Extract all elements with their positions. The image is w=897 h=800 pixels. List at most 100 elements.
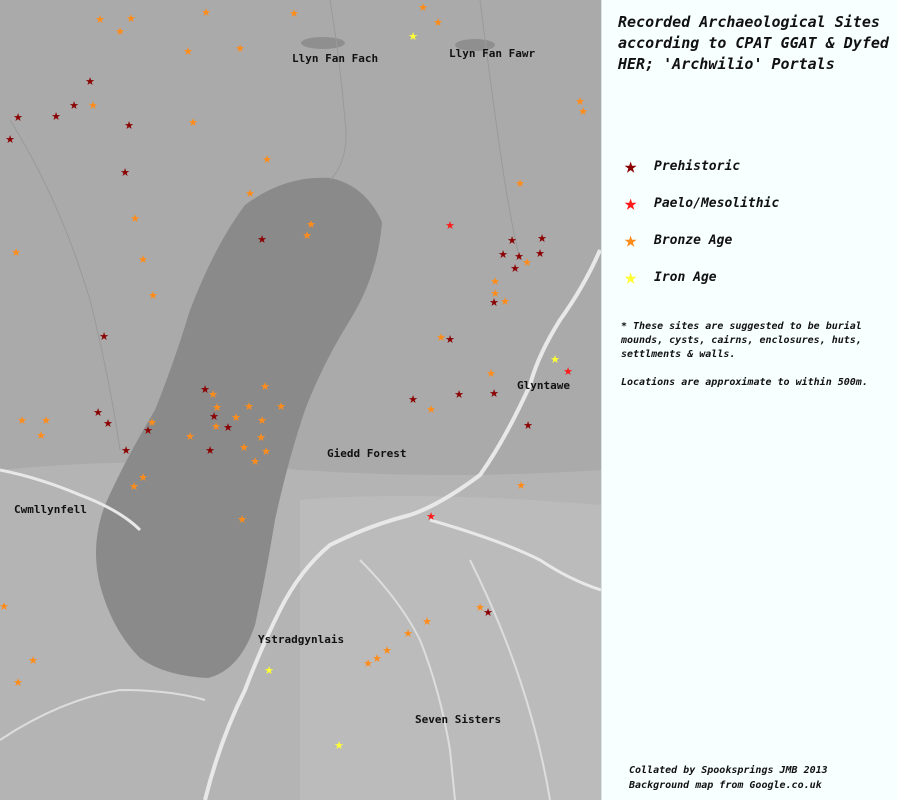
bronze-age-site-marker: ★ xyxy=(486,367,496,380)
bronze-age-site-marker: ★ xyxy=(245,187,255,200)
bronze-age-site-marker: ★ xyxy=(372,652,382,665)
bronze-age-site-marker: ★ xyxy=(36,429,46,442)
bronze-age-site-marker: ★ xyxy=(212,401,222,414)
bronze-age-site-marker: ★ xyxy=(433,16,443,29)
prehistoric-site-marker: ★ xyxy=(51,110,61,123)
bronze-age-site-marker: ★ xyxy=(138,471,148,484)
place-label-ystradgynlais: Ystradgynlais xyxy=(258,633,345,646)
bronze-age-site-marker: ★ xyxy=(302,229,312,242)
legend-note: * These sites are suggested to be burial… xyxy=(621,321,862,360)
bronze-age-site-marker: ★ xyxy=(250,455,260,468)
map-background xyxy=(0,0,601,800)
bronze-age-site-marker: ★ xyxy=(95,13,105,26)
bronze-age-site-marker: ★ xyxy=(41,414,51,427)
prehistoric-site-marker: ★ xyxy=(498,248,508,261)
prehistoric-site-marker: ★ xyxy=(535,247,545,260)
prehistoric-site-marker: ★ xyxy=(85,75,95,88)
bronze-age-site-marker: ★ xyxy=(235,42,245,55)
bronze-age-site-marker: ★ xyxy=(578,105,588,118)
bronze-age-site-marker: ★ xyxy=(17,414,27,427)
bronze-age-site-marker: ★ xyxy=(148,289,158,302)
prehistoric-site-marker: ★ xyxy=(103,417,113,430)
legend-item-label: Paelo/Mesolithic xyxy=(654,196,780,211)
bronze-age-site-marker: ★ xyxy=(129,480,139,493)
bronze-age-site-marker: ★ xyxy=(257,414,267,427)
bronze-age-site-marker: ★ xyxy=(201,6,211,19)
bronze-age-site-marker: ★ xyxy=(115,25,125,38)
bronze-age-site-marker: ★ xyxy=(261,445,271,458)
bronze-age-site-marker: ★ xyxy=(188,116,198,129)
legend-item-prehistoric: ★ Prehistoric xyxy=(624,148,779,185)
legend-item-iron-age: ★ Iron Age xyxy=(624,259,779,296)
bronze-age-site-marker: ★ xyxy=(130,212,140,225)
iron-age-site-marker: ★ xyxy=(408,30,418,43)
prehistoric-site-marker: ★ xyxy=(69,99,79,112)
prehistoric-site-marker: ★ xyxy=(121,444,131,457)
bronze-age-site-marker: ★ xyxy=(306,218,316,231)
bronze-age-site-marker: ★ xyxy=(185,430,195,443)
bronze-age-site-marker: ★ xyxy=(126,12,136,25)
paleo-site-marker: ★ xyxy=(563,365,573,378)
bronze-age-site-marker: ★ xyxy=(475,601,485,614)
legend-item-bronze-age: ★ Bronze Age xyxy=(624,222,779,259)
bronze-age-site-marker: ★ xyxy=(231,411,241,424)
bronze-age-site-marker: ★ xyxy=(256,431,266,444)
bronze-age-site-marker: ★ xyxy=(575,95,585,108)
place-label-cwmllynfell: Cwmllynfell xyxy=(14,503,87,516)
prehistoric-site-marker: ★ xyxy=(93,406,103,419)
bronze-age-site-marker: ★ xyxy=(490,287,500,300)
legend-item-label: Bronze Age xyxy=(654,233,733,248)
prehistoric-site-marker: ★ xyxy=(507,234,517,247)
bronze-age-site-marker: ★ xyxy=(239,441,249,454)
bronze-age-site-marker: ★ xyxy=(208,388,218,401)
place-label-glyntawe: Glyntawe xyxy=(517,379,570,392)
prehistoric-site-marker: ★ xyxy=(537,232,547,245)
prehistoric-site-marker: ★ xyxy=(514,250,524,263)
bronze-age-site-marker: ★ xyxy=(522,256,532,269)
bronze-age-site-marker: ★ xyxy=(211,420,221,433)
bronze-age-site-marker: ★ xyxy=(418,1,428,14)
bronze-age-site-marker: ★ xyxy=(500,295,510,308)
bronze-age-site-marker: ★ xyxy=(436,331,446,344)
lake-llyn-fan-fach xyxy=(301,37,345,49)
bronze-age-site-marker: ★ xyxy=(363,657,373,670)
bronze-age-site-marker: ★ xyxy=(289,7,299,20)
bronze-age-site-marker: ★ xyxy=(426,403,436,416)
bronze-age-site-marker: ★ xyxy=(237,513,247,526)
iron-age-site-marker: ★ xyxy=(264,664,274,677)
prehistoric-site-marker: ★ xyxy=(445,333,455,346)
star-icon: ★ xyxy=(624,228,638,253)
prehistoric-site-marker: ★ xyxy=(523,419,533,432)
legend-accuracy-note: Locations are approximate to within 500m… xyxy=(621,377,868,388)
prehistoric-site-marker: ★ xyxy=(5,133,15,146)
bronze-age-site-marker: ★ xyxy=(422,615,432,628)
place-label-giedd-forest: Giedd Forest xyxy=(327,447,407,460)
credit-line-source: Background map from Google.co.uk xyxy=(629,780,822,791)
bronze-age-site-marker: ★ xyxy=(11,246,21,259)
bronze-age-site-marker: ★ xyxy=(88,99,98,112)
prehistoric-site-marker: ★ xyxy=(489,387,499,400)
iron-age-site-marker: ★ xyxy=(550,353,560,366)
credit-line-author: Collated by Spooksprings JMB 2013 xyxy=(629,765,828,776)
prehistoric-site-marker: ★ xyxy=(223,421,233,434)
prehistoric-site-marker: ★ xyxy=(454,388,464,401)
prehistoric-site-marker: ★ xyxy=(200,383,210,396)
legend-item-label: Iron Age xyxy=(654,270,717,285)
upland-area xyxy=(96,177,382,678)
place-label-llyn-fan-fawr: Llyn Fan Fawr xyxy=(449,47,536,60)
bronze-age-site-marker: ★ xyxy=(516,479,526,492)
map-area[interactable]: Llyn Fan Fach Llyn Fan Fawr Giedd Forest… xyxy=(0,0,601,800)
legend-panel: Recorded Archaeological Sites according … xyxy=(601,0,897,800)
bronze-age-site-marker: ★ xyxy=(13,676,23,689)
prehistoric-site-marker: ★ xyxy=(257,233,267,246)
bronze-age-site-marker: ★ xyxy=(260,380,270,393)
prehistoric-site-marker: ★ xyxy=(13,111,23,124)
bronze-age-site-marker: ★ xyxy=(403,627,413,640)
paleo-site-marker: ★ xyxy=(445,219,455,232)
prehistoric-site-marker: ★ xyxy=(489,296,499,309)
bronze-age-site-marker: ★ xyxy=(138,253,148,266)
legend-title: Recorded Archaeological Sites according … xyxy=(618,13,889,73)
bronze-age-site-marker: ★ xyxy=(183,45,193,58)
bronze-age-site-marker: ★ xyxy=(276,400,286,413)
place-label-seven-sisters: Seven Sisters xyxy=(415,713,502,726)
